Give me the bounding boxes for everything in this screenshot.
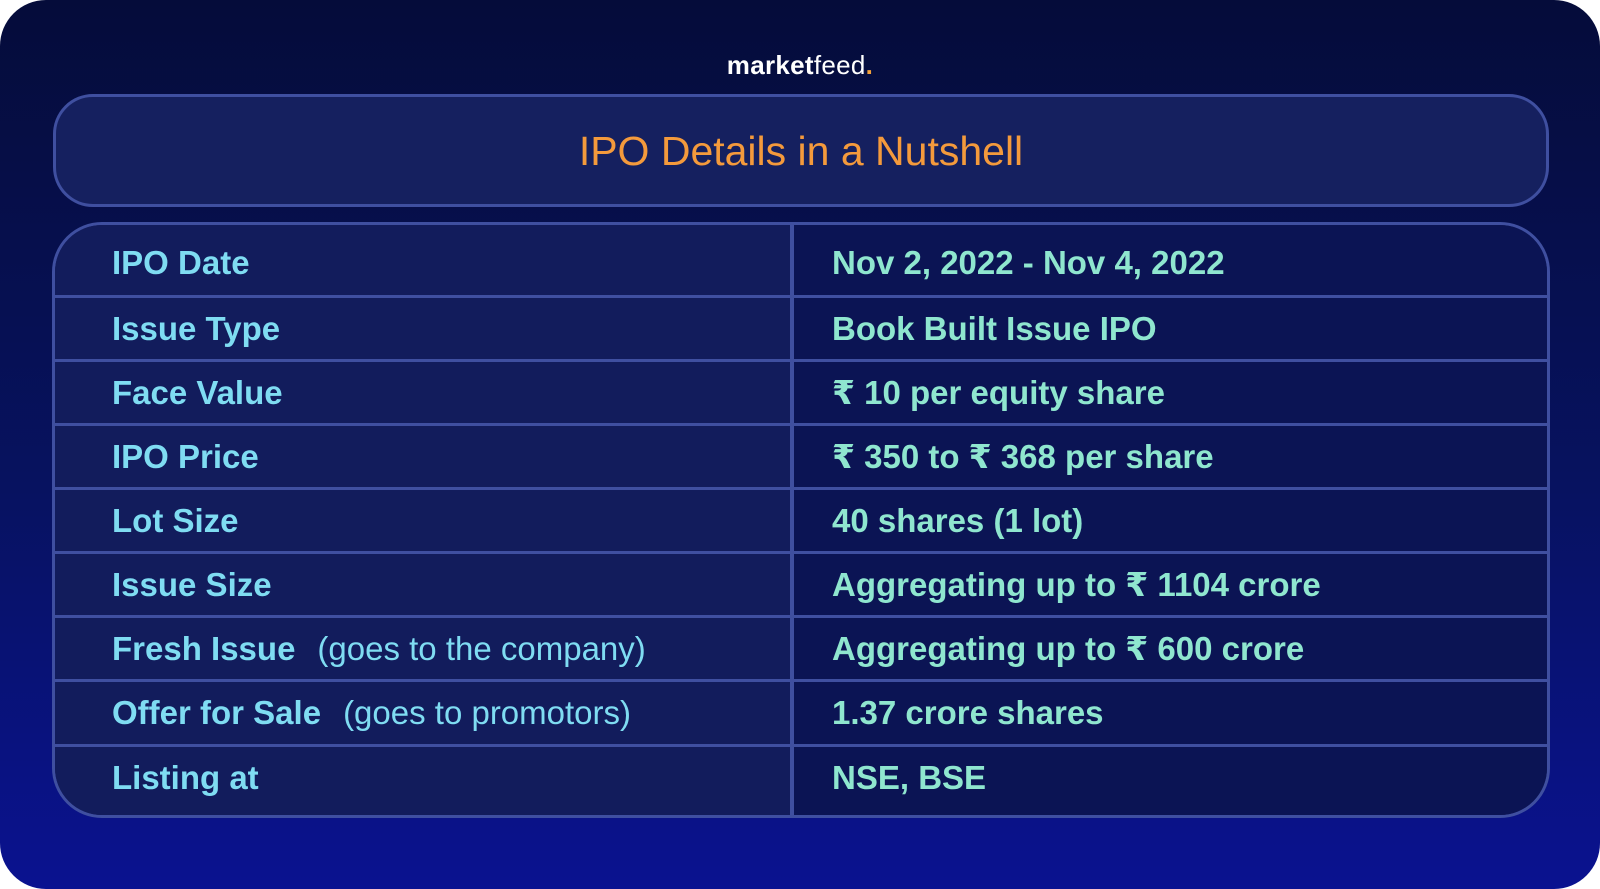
row-label-text: Lot Size: [112, 501, 239, 539]
row-value: ₹ 350 to ₹ 368 per share: [794, 426, 1547, 487]
row-label: IPO Date: [55, 225, 794, 295]
title-banner: IPO Details in a Nutshell: [53, 94, 1549, 207]
row-value: 1.37 crore shares: [794, 682, 1547, 744]
row-divider: [55, 615, 1547, 618]
row-divider: [55, 744, 1547, 747]
row-divider: [55, 487, 1547, 490]
row-divider: [55, 679, 1547, 682]
row-label: Face Value: [55, 362, 794, 423]
table-row-listing-at: Listing at NSE, BSE: [55, 747, 1547, 815]
row-label-text: Fresh Issue: [112, 629, 296, 667]
row-label: Fresh Issue (goes to the company): [55, 618, 794, 679]
row-label: Issue Type: [55, 298, 794, 359]
row-value: NSE, BSE: [794, 747, 1547, 815]
brand-logo-part1: market: [726, 50, 814, 80]
table-row-issue-type: Issue Type Book Built Issue IPO: [55, 298, 1547, 359]
row-label: Listing at: [55, 747, 794, 815]
row-label: IPO Price: [55, 426, 794, 487]
row-value: Aggregating up to ₹ 1104 crore: [794, 554, 1547, 615]
row-label: Offer for Sale (goes to promotors): [55, 682, 794, 744]
row-value: Book Built Issue IPO: [794, 298, 1547, 359]
brand-logo-part2: feed: [813, 50, 866, 80]
row-divider: [55, 295, 1547, 298]
row-value: Nov 2, 2022 - Nov 4, 2022: [794, 225, 1547, 295]
row-label-text: Issue Type: [112, 309, 281, 347]
brand-logo: marketfeed.: [0, 48, 1600, 82]
row-label-note: (goes to promotors): [343, 694, 632, 731]
table-row-issue-size: Issue Size Aggregating up to ₹ 1104 cror…: [55, 554, 1547, 615]
row-label-text: IPO Price: [112, 437, 259, 475]
page-title: IPO Details in a Nutshell: [578, 127, 1024, 174]
row-label: Issue Size: [55, 554, 794, 615]
row-divider: [55, 551, 1547, 554]
row-label-text: Issue Size: [112, 565, 272, 603]
ipo-details-table: IPO Date Nov 2, 2022 - Nov 4, 2022 Issue…: [52, 222, 1550, 818]
row-label-text: IPO Date: [112, 244, 250, 281]
brand-logo-dot: .: [865, 50, 874, 80]
table-row-fresh-issue: Fresh Issue (goes to the company) Aggreg…: [55, 618, 1547, 679]
row-label-note: (goes to the company): [317, 629, 646, 667]
row-value: Aggregating up to ₹ 600 crore: [794, 618, 1547, 679]
row-label-text: Listing at: [112, 759, 259, 796]
table-row-ipo-date: IPO Date Nov 2, 2022 - Nov 4, 2022: [55, 225, 1547, 295]
table-row-lot-size: Lot Size 40 shares (1 lot): [55, 490, 1547, 551]
row-value: 40 shares (1 lot): [794, 490, 1547, 551]
row-label-text: Offer for Sale: [112, 694, 322, 731]
row-divider: [55, 359, 1547, 362]
row-divider: [55, 423, 1547, 426]
row-label-text: Face Value: [112, 373, 283, 411]
table-row-face-value: Face Value ₹ 10 per equity share: [55, 362, 1547, 423]
table-row-ipo-price: IPO Price ₹ 350 to ₹ 368 per share: [55, 426, 1547, 487]
table-row-offer-for-sale: Offer for Sale (goes to promotors) 1.37 …: [55, 682, 1547, 744]
row-label: Lot Size: [55, 490, 794, 551]
row-value: ₹ 10 per equity share: [794, 362, 1547, 423]
